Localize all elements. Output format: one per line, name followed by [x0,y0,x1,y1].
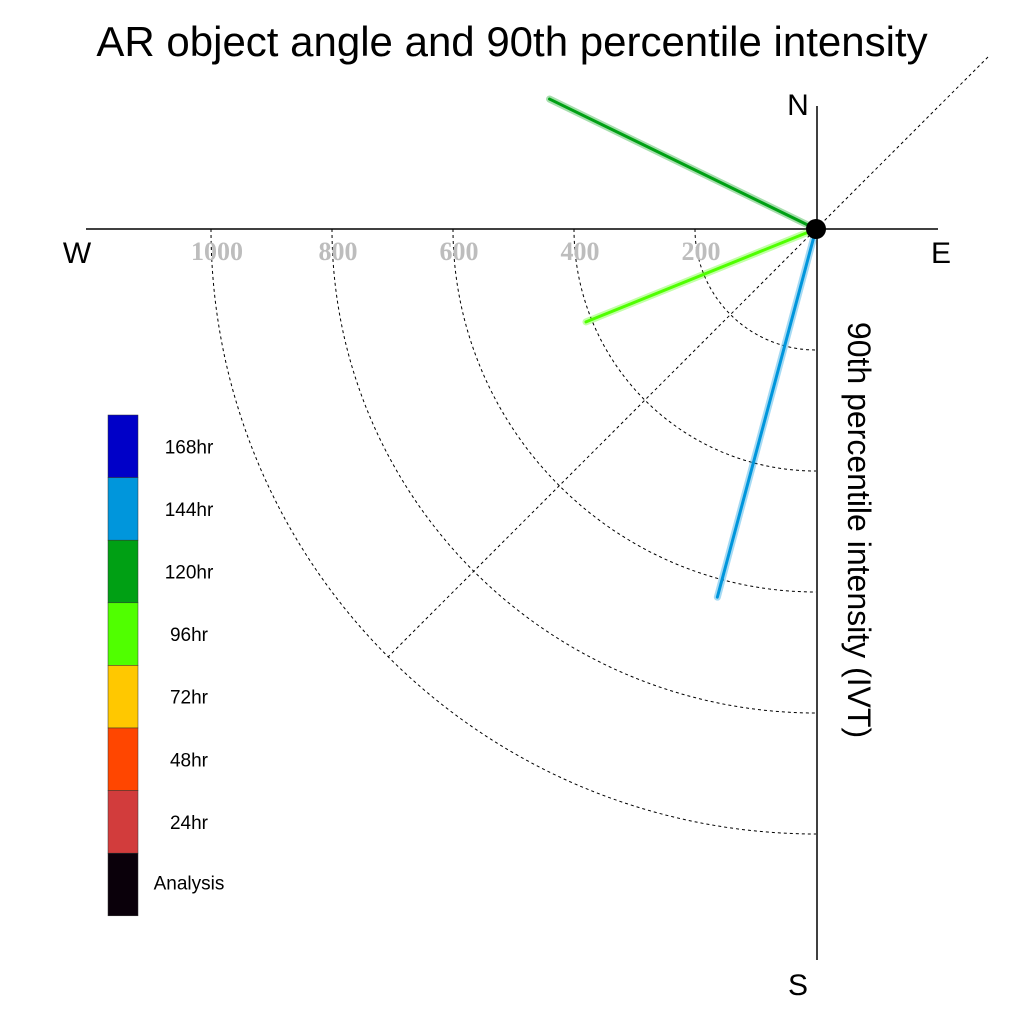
legend-label: 168hr [165,437,214,458]
legend-label: 48hr [170,750,209,771]
compass-east: E [931,237,951,270]
legend-swatch [107,790,139,854]
legend-swatch [107,414,139,478]
grid-arc-400 [573,228,817,472]
legend-swatch [107,665,139,729]
legend-swatch [107,539,139,604]
tick-label: 1000 [191,237,243,266]
legend-swatch [107,477,139,541]
vector-line [584,227,818,324]
vector-96hr [582,225,820,326]
direction-vectors [546,95,820,601]
legend-label: 144hr [165,500,214,521]
legend-label: Analysis [154,874,225,895]
legend-swatch [107,852,139,917]
origin-marker [806,219,826,239]
vector-144hr [713,225,820,601]
vector-line [715,227,818,599]
legend-swatch [107,602,139,666]
tick-label: 200 [682,237,721,266]
legend-label: 120hr [165,563,214,584]
vector-120hr [546,95,820,233]
radial-tick-labels: 200 400 600 800 1000 [191,237,721,266]
grid-diagonal [387,56,989,658]
y-axis-label: 90th percentile intensity (IVT) [841,322,877,738]
compass-south: S [788,969,808,1002]
grid-arc-200 [694,228,817,351]
vector-line [548,97,818,231]
compass-west: W [63,237,92,270]
chart-title: AR object angle and 90th percentile inte… [96,18,927,65]
tick-label: 800 [319,237,358,266]
legend-label: 24hr [170,813,209,834]
legend-label: 96hr [170,625,209,646]
tick-label: 600 [440,237,479,266]
legend-swatch [107,727,139,791]
compass-north: N [787,89,809,122]
tick-label: 400 [561,237,600,266]
legend-label: 72hr [170,688,209,709]
radial-grid [210,56,989,835]
legend: 168hr 144hr 120hr 96hr 72hr 48hr 24hr Analysis [107,414,225,917]
